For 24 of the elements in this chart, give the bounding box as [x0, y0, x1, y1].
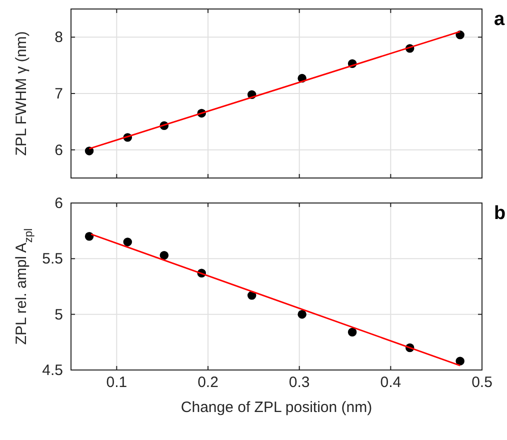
y-tick-label: 4.5 — [42, 362, 63, 379]
y-axis-title: ZPL FWHM γ (nm) — [13, 31, 30, 156]
point — [348, 328, 357, 337]
x-axis-title: Change of ZPL position (nm) — [180, 399, 372, 416]
x-tick-label: 0.4 — [380, 374, 402, 391]
point — [247, 291, 256, 300]
point — [298, 310, 306, 319]
y-tick-label: 5 — [54, 306, 63, 324]
point — [123, 238, 132, 246]
x-tick-label: 0.2 — [198, 374, 218, 391]
y-tick-label: 8 — [54, 29, 63, 46]
y-tick-label: 7 — [54, 86, 63, 102]
point — [456, 356, 464, 366]
y-tick-label: 6 — [54, 195, 63, 212]
point — [160, 250, 169, 260]
y-tick-label: 5.5 — [42, 250, 63, 268]
point — [84, 146, 94, 156]
point — [84, 232, 94, 241]
text: a — [494, 9, 505, 30]
y-tick-label: 6 — [54, 142, 63, 159]
x-tick-label: 0.1 — [106, 374, 128, 391]
text: b — [494, 203, 506, 224]
x-tick-label: 0.3 — [288, 374, 310, 391]
x-tick-label: 0.5 — [472, 374, 492, 391]
